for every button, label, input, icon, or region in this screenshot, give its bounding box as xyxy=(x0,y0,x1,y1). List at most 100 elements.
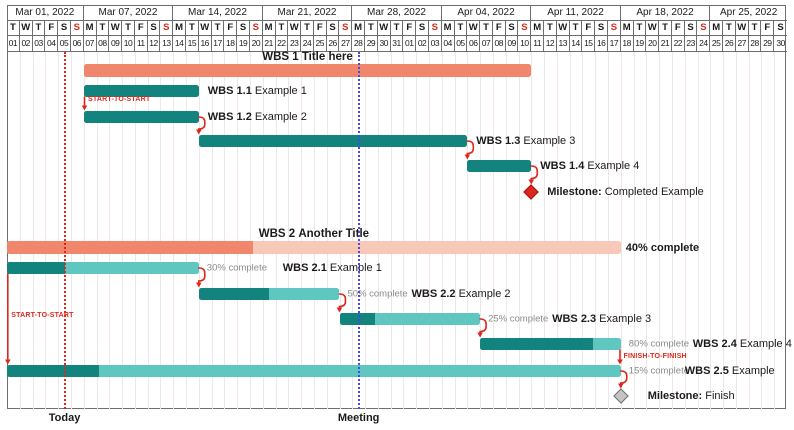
progress-label: 25% complete xyxy=(488,313,549,325)
day-grid-line xyxy=(518,52,520,409)
milestone-label: Milestone: Finish xyxy=(647,390,735,402)
day-number-cell: 14 xyxy=(173,36,187,52)
day-number-cell: 02 xyxy=(19,36,33,52)
day-number-cell: 30 xyxy=(774,36,787,52)
day-number-cell: 13 xyxy=(556,36,570,52)
week-header-cell: Apr 18, 2022 xyxy=(620,5,711,21)
day-grid-line xyxy=(416,52,418,409)
task-label: WBS 2.2 Example 2 xyxy=(411,288,511,300)
day-number-cell: 21 xyxy=(659,36,672,52)
week-header-cell: Apr 11, 2022 xyxy=(531,5,621,21)
day-letter-cell: T xyxy=(633,21,647,36)
day-number-cell: 29 xyxy=(761,36,775,52)
day-letter-cell: T xyxy=(7,21,20,36)
day-letter-cell: S xyxy=(147,21,161,36)
calendar-day-number-row: 01 02 03 04 05 06 07 08 09 10 11 12 13 14 15 16 17 18 19 20… xyxy=(7,36,787,52)
day-number-cell: 31 xyxy=(390,36,404,52)
day-letter-cell: T xyxy=(480,21,493,36)
week-header-cell: Mar 07, 2022 xyxy=(83,5,174,21)
today-line xyxy=(63,52,66,409)
week-header-cell: Apr 25, 2022 xyxy=(710,5,787,21)
day-grid-line xyxy=(237,52,239,409)
day-number-cell: 03 xyxy=(32,36,46,52)
day-number-cell: 06 xyxy=(70,36,84,52)
day-letter-cell: W xyxy=(646,21,660,36)
day-letter-cell: F xyxy=(45,21,59,36)
group-progress-label: 40% complete xyxy=(625,241,700,254)
day-letter-cell: F xyxy=(671,21,685,36)
day-grid-line xyxy=(684,52,686,409)
day-letter-cell: T xyxy=(122,21,135,36)
day-letter-cell: W xyxy=(198,21,212,36)
day-letter-cell: S xyxy=(416,21,429,36)
day-number-cell: 05 xyxy=(58,36,71,52)
day-letter-cell: S xyxy=(339,21,353,36)
day-grid-line xyxy=(313,52,315,409)
day-grid-line xyxy=(32,52,34,409)
calendar-week-row: Mar 01, 2022 Mar 07, 2022 Mar 14, 2022 Mar … xyxy=(7,5,787,21)
day-grid-line xyxy=(659,52,661,409)
day-letter-cell: W xyxy=(735,21,749,36)
day-number-cell: 25 xyxy=(710,36,724,52)
day-grid-line xyxy=(646,52,648,409)
day-letter-cell: M xyxy=(352,21,366,36)
day-grid-line xyxy=(250,52,251,409)
day-letter-cell: S xyxy=(774,21,787,36)
day-number-cell: 16 xyxy=(198,36,212,52)
day-grid-line xyxy=(505,52,507,409)
day-letter-cell: W xyxy=(556,21,570,36)
day-letter-cell: T xyxy=(186,21,199,36)
task-bar xyxy=(198,135,468,147)
day-number-cell: 11 xyxy=(134,36,148,52)
day-number-cell: 04 xyxy=(45,36,59,52)
day-number-cell: 21 xyxy=(262,36,276,52)
day-letter-cell: F xyxy=(224,21,238,36)
day-number-cell: 19 xyxy=(633,36,647,52)
day-grid-line xyxy=(492,52,494,409)
task-label: WBS 1.3 Example 3 xyxy=(476,135,576,147)
progress-fill xyxy=(339,313,375,325)
task-label: WBS 2.3 Example 3 xyxy=(552,313,652,325)
week-header-cell: Mar 21, 2022 xyxy=(262,5,353,21)
day-grid-line xyxy=(467,52,469,409)
dependency-label: START-TO-START xyxy=(11,311,74,319)
progress-fill xyxy=(7,241,253,254)
day-letter-cell: M xyxy=(262,21,276,36)
day-letter-cell: T xyxy=(748,21,762,36)
task-bar xyxy=(467,160,532,172)
day-grid-line xyxy=(697,52,699,409)
day-letter-cell: F xyxy=(403,21,417,36)
day-grid-line xyxy=(288,52,290,409)
day-letter-cell: T xyxy=(544,21,557,36)
day-grid-line xyxy=(595,52,597,409)
day-letter-cell: S xyxy=(518,21,532,36)
day-grid-line xyxy=(58,52,60,409)
day-letter-cell: T xyxy=(96,21,110,36)
day-grid-line xyxy=(454,52,456,409)
day-grid-line xyxy=(531,52,533,409)
day-number-cell: 23 xyxy=(288,36,302,52)
progress-fill xyxy=(7,262,65,274)
day-grid-line xyxy=(377,52,379,409)
day-number-cell: 15 xyxy=(186,36,199,52)
day-letter-cell: T xyxy=(569,21,583,36)
week-header-cell: Mar 01, 2022 xyxy=(7,5,84,21)
day-number-cell: 12 xyxy=(544,36,557,52)
day-number-cell: 26 xyxy=(326,36,340,52)
day-letter-cell: F xyxy=(492,21,506,36)
day-letter-cell: T xyxy=(275,21,289,36)
day-number-cell: 30 xyxy=(377,36,391,52)
chart-border xyxy=(7,5,786,409)
day-grid-line xyxy=(365,52,366,409)
day-letter-cell: M xyxy=(83,21,97,36)
day-letter-cell: T xyxy=(365,21,378,36)
day-grid-line xyxy=(122,52,124,409)
day-letter-cell: T xyxy=(454,21,468,36)
day-letter-cell: M xyxy=(531,21,545,36)
day-grid-line xyxy=(109,52,111,409)
day-number-cell: 01 xyxy=(7,36,20,52)
day-letter-cell: T xyxy=(659,21,672,36)
day-number-cell: 18 xyxy=(224,36,238,52)
day-letter-cell: W xyxy=(109,21,123,36)
